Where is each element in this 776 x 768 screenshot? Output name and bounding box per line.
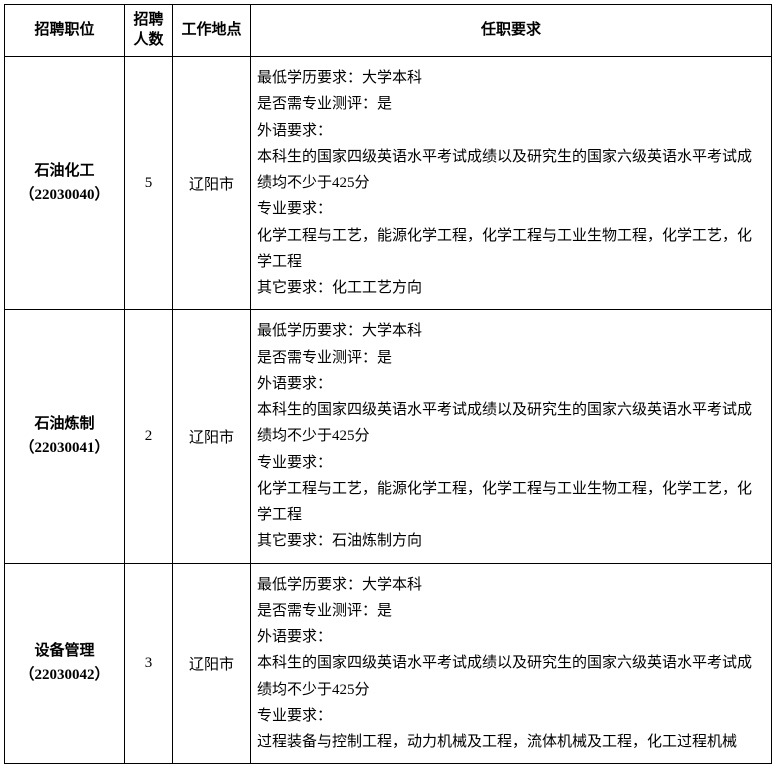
position-name: 石油炼制: [9, 412, 120, 436]
table-body: 石油化工（22030040）5辽阳市最低学历要求：大学本科是否需专业测评：是外语…: [5, 57, 772, 764]
table-header: 招聘职位 招聘人数 工作地点 任职要求: [5, 5, 772, 57]
position-name: 设备管理: [9, 639, 120, 663]
location-cell: 辽阳市: [173, 57, 251, 310]
requirement-line: 最低学历要求：大学本科: [257, 572, 765, 598]
header-location: 工作地点: [173, 5, 251, 57]
requirement-line: 本科生的国家四级英语水平考试成绩以及研究生的国家六级英语水平考试成绩均不少于42…: [257, 144, 765, 197]
table-row: 石油炼制（22030041）2辽阳市最低学历要求：大学本科是否需专业测评：是外语…: [5, 310, 772, 563]
requirement-line: 本科生的国家四级英语水平考试成绩以及研究生的国家六级英语水平考试成绩均不少于42…: [257, 397, 765, 450]
requirement-line: 专业要求：: [257, 196, 765, 222]
requirement-line: 其它要求：化工工艺方向: [257, 275, 765, 301]
requirements-cell: 最低学历要求：大学本科是否需专业测评：是外语要求：本科生的国家四级英语水平考试成…: [251, 57, 772, 310]
count-cell: 5: [125, 57, 173, 310]
requirement-line: 化学工程与工艺，能源化学工程，化学工程与工业生物工程，化学工艺，化学工程: [257, 223, 765, 276]
header-count: 招聘人数: [125, 5, 173, 57]
requirement-line: 其它要求：石油炼制方向: [257, 528, 765, 554]
requirement-line: 化学工程与工艺，能源化学工程，化学工程与工业生物工程，化学工艺，化学工程: [257, 476, 765, 529]
recruitment-table: 招聘职位 招聘人数 工作地点 任职要求 石油化工（22030040）5辽阳市最低…: [4, 4, 772, 764]
location-cell: 辽阳市: [173, 310, 251, 563]
position-cell: 石油化工（22030040）: [5, 57, 125, 310]
requirement-line: 外语要求：: [257, 118, 765, 144]
position-cell: 石油炼制（22030041）: [5, 310, 125, 563]
requirements-cell: 最低学历要求：大学本科是否需专业测评：是外语要求：本科生的国家四级英语水平考试成…: [251, 563, 772, 764]
requirement-line: 最低学历要求：大学本科: [257, 65, 765, 91]
header-requirements: 任职要求: [251, 5, 772, 57]
requirement-line: 是否需专业测评：是: [257, 345, 765, 371]
requirement-line: 本科生的国家四级英语水平考试成绩以及研究生的国家六级英语水平考试成绩均不少于42…: [257, 650, 765, 703]
count-cell: 2: [125, 310, 173, 563]
requirement-line: 专业要求：: [257, 703, 765, 729]
requirement-line: 是否需专业测评：是: [257, 598, 765, 624]
requirement-line: 最低学历要求：大学本科: [257, 318, 765, 344]
position-code: （22030040）: [9, 183, 120, 207]
count-cell: 3: [125, 563, 173, 764]
header-row: 招聘职位 招聘人数 工作地点 任职要求: [5, 5, 772, 57]
requirements-cell: 最低学历要求：大学本科是否需专业测评：是外语要求：本科生的国家四级英语水平考试成…: [251, 310, 772, 563]
requirement-line: 专业要求：: [257, 450, 765, 476]
header-position: 招聘职位: [5, 5, 125, 57]
requirement-line: 外语要求：: [257, 371, 765, 397]
requirement-line: 外语要求：: [257, 624, 765, 650]
position-code: （22030042）: [9, 663, 120, 687]
position-cell: 设备管理（22030042）: [5, 563, 125, 764]
position-name: 石油化工: [9, 159, 120, 183]
requirement-line: 是否需专业测评：是: [257, 91, 765, 117]
table-row: 设备管理（22030042）3辽阳市最低学历要求：大学本科是否需专业测评：是外语…: [5, 563, 772, 764]
position-code: （22030041）: [9, 436, 120, 460]
location-cell: 辽阳市: [173, 563, 251, 764]
requirement-line: 过程装备与控制工程，动力机械及工程，流体机械及工程，化工过程机械: [257, 729, 765, 755]
table-row: 石油化工（22030040）5辽阳市最低学历要求：大学本科是否需专业测评：是外语…: [5, 57, 772, 310]
